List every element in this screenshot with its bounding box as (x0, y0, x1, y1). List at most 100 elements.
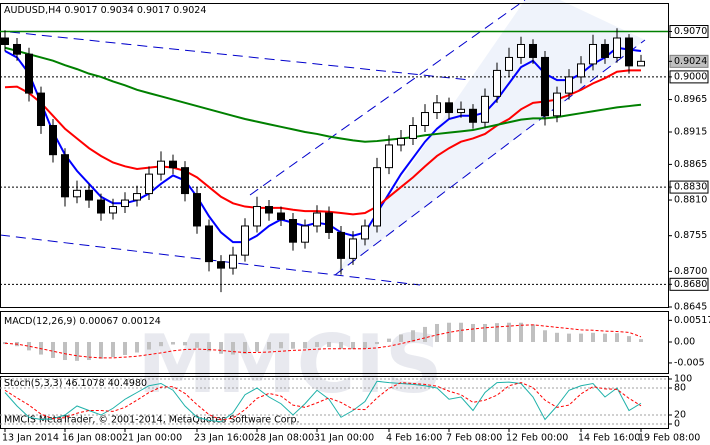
macd-bar (75, 342, 79, 361)
candle-body (73, 189, 81, 198)
macd-bar (171, 342, 175, 345)
candle-body (157, 160, 165, 175)
watermark: MMCIS (137, 318, 442, 411)
candle-body (421, 112, 429, 127)
y-tick-label: 0.8830 (674, 182, 707, 193)
candle-body (637, 60, 645, 67)
main-panel (0, 3, 669, 308)
candle-body (505, 56, 513, 71)
y-tick-label: 0.8810 (674, 195, 707, 206)
candle-body (445, 102, 453, 114)
candle-body (49, 125, 57, 156)
macd-bar (555, 332, 559, 342)
x-tick-label: 28 Jan 08:00 (254, 433, 314, 444)
candle-body (13, 43, 21, 55)
macd-bar (135, 342, 139, 353)
candle-body (385, 144, 393, 169)
candle-body (229, 254, 237, 269)
candle-body (565, 76, 573, 94)
candle-body (325, 212, 333, 233)
trend-line (9, 31, 471, 81)
macd-bar (267, 342, 271, 350)
x-tick-label: 13 Jan 2014 (2, 433, 59, 444)
candle-body (493, 69, 501, 97)
candle-body (301, 225, 309, 243)
macd-bar (411, 330, 415, 342)
x-tick-label: 7 Feb 08:00 (446, 433, 502, 444)
candle-body (289, 218, 297, 243)
x-tick-label: 4 Feb 16:00 (386, 433, 442, 444)
candle-body (313, 212, 321, 227)
candle-body (61, 154, 69, 198)
candle-body (253, 206, 261, 227)
macd-bar (627, 336, 631, 342)
candle-body (589, 43, 597, 65)
macd-bar (579, 333, 583, 342)
macd-bar (399, 334, 403, 342)
macd-bar (603, 333, 607, 342)
macd-bar (195, 342, 199, 348)
x-tick-label: 21 Jan 00:00 (122, 433, 182, 444)
candle-body (601, 43, 609, 58)
candle-body (181, 167, 189, 195)
x-tick-label: 16 Jan 08:00 (62, 433, 122, 444)
macd-bar (387, 338, 391, 342)
macd-bar (27, 342, 31, 351)
moving-average (4, 46, 642, 143)
macd-bar (147, 342, 151, 350)
y-tick-label: 100 (674, 374, 692, 385)
y-tick-label: 0.8700 (674, 266, 707, 277)
macd-header: MACD(12,26,9) 0.00067 0.00124 (4, 316, 161, 327)
moving-average (4, 46, 642, 244)
macd-bar (315, 342, 319, 348)
macd-bar (483, 323, 487, 342)
candle-body (541, 56, 549, 117)
y-tick-label: 0.8645 (674, 302, 707, 313)
macd-bar (279, 342, 283, 349)
candle-body (613, 37, 621, 58)
y-tick-label: 0 (674, 419, 680, 430)
stoch-main (4, 380, 642, 423)
y-tick-label: 0.9000 (674, 71, 707, 82)
trend-line (249, 0, 526, 196)
candle-body (553, 92, 561, 117)
macd-bar (507, 322, 511, 342)
y-tick-label: 0.8915 (674, 126, 707, 137)
macd-bar (3, 342, 7, 345)
candle-body (193, 193, 201, 227)
candle-body (25, 53, 33, 94)
macd-bar (87, 342, 91, 361)
candle-body (37, 92, 45, 127)
macd-bar (123, 342, 127, 355)
macd-bar (639, 339, 643, 342)
candle-body (577, 63, 585, 78)
macd-bar (459, 322, 463, 342)
candle-body (397, 137, 405, 146)
macd-bar (423, 326, 427, 342)
moving-average (4, 69, 641, 216)
stoch-panel (0, 376, 669, 429)
macd-bar (231, 342, 235, 355)
candle-body (217, 261, 225, 269)
footer: MMCIS MetaTrader, © 2001-2014, MetaQuote… (4, 415, 300, 426)
trend-line (334, 39, 646, 276)
y-tick-label: 0.00517 (674, 315, 710, 326)
candle-body (373, 167, 381, 227)
macd-bar (519, 322, 523, 342)
candle-body (529, 43, 537, 58)
macd-bar (219, 342, 223, 354)
panels (0, 3, 669, 429)
candle-body (349, 238, 357, 259)
signal-line (4, 324, 642, 359)
macd-bar (591, 332, 595, 342)
macd-bar (435, 323, 439, 342)
macd-bar (183, 342, 187, 346)
x-tick-label: 14 Feb 16:00 (578, 433, 640, 444)
macd-bar (327, 342, 331, 348)
macd-bar (255, 342, 259, 352)
channel-shade (335, 0, 645, 275)
macd-bar (63, 342, 67, 361)
candle-body (361, 225, 369, 240)
candle-body (205, 225, 213, 263)
candle-body (469, 108, 477, 123)
